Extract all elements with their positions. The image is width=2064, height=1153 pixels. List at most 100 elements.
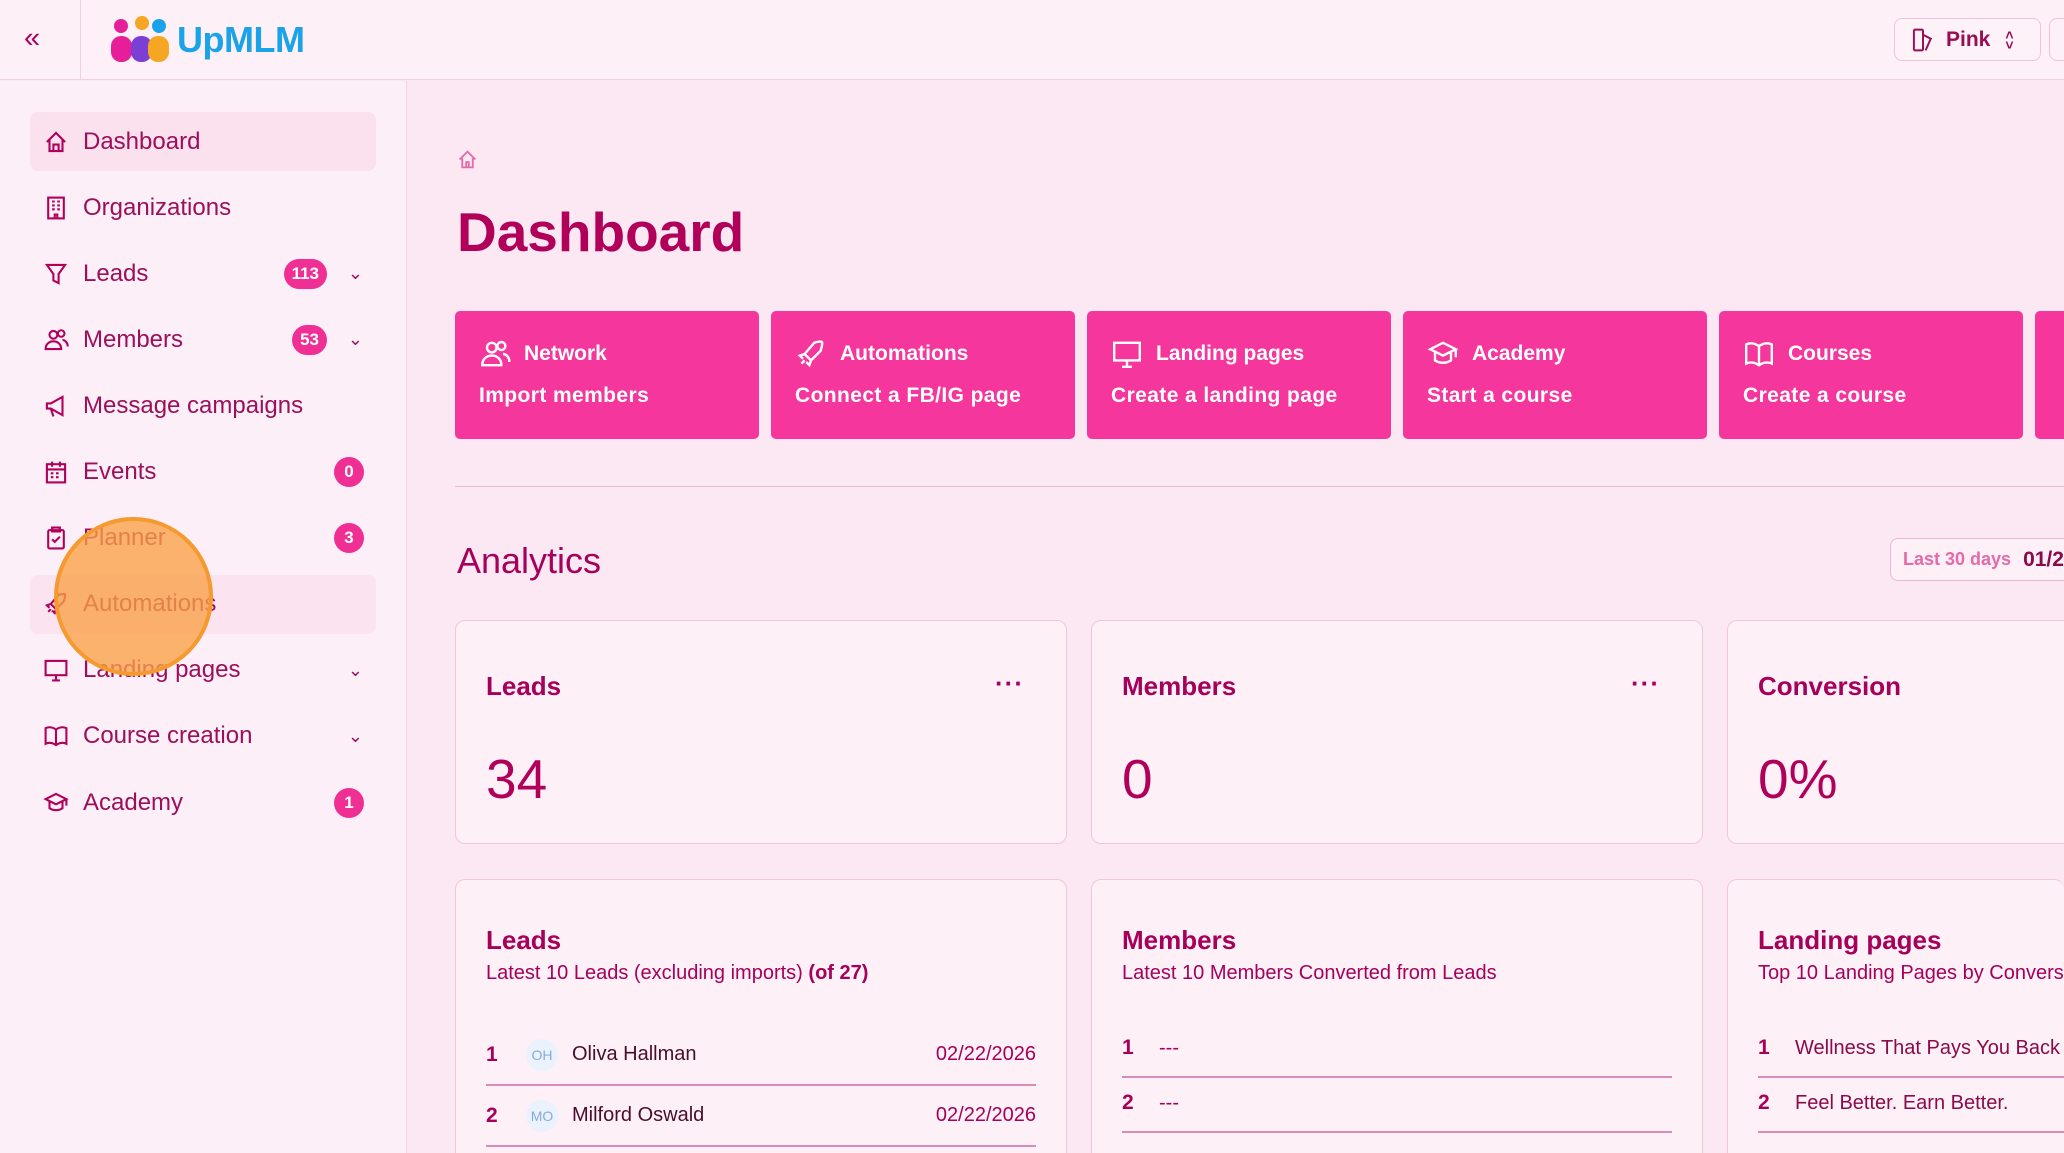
quick-action-title: Courses [1788, 342, 1872, 366]
rank: 1 [1758, 1036, 1795, 1060]
quick-action-subtitle: Connect a FB/IG page [795, 384, 1051, 408]
more-options-icon[interactable]: ··· [1631, 668, 1660, 699]
book-icon [1743, 338, 1775, 370]
theme-label: Pink [1946, 28, 1990, 52]
monitor-icon [43, 657, 69, 683]
quick-action-more[interactable] [2035, 311, 2064, 439]
chevron-down-icon[interactable]: ⌄ [348, 660, 363, 681]
funnel-icon [43, 261, 69, 287]
sidebar-item-leads[interactable]: Leads 113 ⌄ [30, 244, 376, 303]
rank: 2 [1122, 1091, 1159, 1115]
sidebar-item-label: Course creation [83, 722, 252, 750]
stat-card-members: Members ··· 0 [1091, 620, 1703, 844]
date-range-picker[interactable]: Last 30 days 01/2 [1890, 538, 2064, 581]
more-options-icon[interactable]: ··· [995, 668, 1024, 699]
theme-select[interactable]: Pink ˄˅ [1894, 18, 2041, 61]
quick-action-title: Academy [1472, 342, 1565, 366]
quick-action-academy[interactable]: Academy Start a course [1403, 311, 1707, 439]
divider [455, 486, 2064, 487]
chevron-down-icon[interactable]: ⌄ [348, 726, 363, 747]
stat-title: Leads [486, 671, 561, 702]
sidebar-item-events[interactable]: Events 0 [30, 443, 376, 502]
rank: 2 [1758, 1091, 1795, 1115]
lead-name: Oliva Hallman [572, 1043, 936, 1066]
list-item[interactable]: 1 OH Oliva Hallman 02/22/2026 [486, 1025, 1036, 1086]
quick-action-title: Automations [840, 342, 968, 366]
updown-chevron-icon: ˄˅ [2005, 30, 2013, 50]
app: « UpMLM Pink ˄˅ Dashboard Organizations [0, 0, 2064, 1153]
count-badge: 53 [292, 325, 327, 355]
lead-name: Milford Oswald [572, 1104, 936, 1127]
card-title: Landing pages [1758, 925, 1941, 956]
quick-action-automations[interactable]: Automations Connect a FB/IG page [771, 311, 1075, 439]
avatar: MO [526, 1100, 558, 1132]
sidebar-item-members[interactable]: Members 53 ⌄ [30, 310, 376, 369]
clipboard-icon [43, 525, 69, 551]
sidebar-item-label: Dashboard [83, 128, 200, 156]
lead-date: 02/22/2026 [936, 1043, 1036, 1066]
book-icon [43, 723, 69, 749]
chevron-down-icon[interactable]: ⌄ [348, 329, 363, 350]
list-item[interactable]: 1 Wellness That Pays You Back [1758, 1020, 2064, 1078]
logo[interactable]: UpMLM [111, 16, 304, 63]
quick-action-network[interactable]: Network Import members [455, 311, 759, 439]
calendar-icon [43, 459, 69, 485]
count-badge: 113 [284, 259, 327, 289]
quick-action-courses[interactable]: Courses Create a course [1719, 311, 2023, 439]
stat-card-conversion: Conversion 0% [1727, 620, 2064, 844]
sidebar-item-label: Leads [83, 260, 148, 288]
page-title: Dashboard [457, 200, 744, 264]
sidebar-item-label: Academy [83, 789, 183, 817]
collapse-sidebar-button[interactable]: « [24, 24, 40, 53]
rocket-icon [795, 338, 827, 370]
calendar-icon [43, 459, 69, 485]
funnel-icon [43, 261, 69, 287]
megaphone-icon [43, 393, 69, 419]
sidebar-item-dashboard[interactable]: Dashboard [30, 112, 376, 171]
home-icon [43, 129, 69, 155]
list-item: 1 --- [1122, 1020, 1672, 1078]
sidebar-item-label: Message campaigns [83, 392, 303, 420]
card-subtitle: Top 10 Landing Pages by Conversions [1758, 962, 2064, 985]
stat-card-leads: Leads ··· 34 [455, 620, 1067, 844]
logo-mark-icon [111, 16, 169, 63]
stat-value: 0% [1758, 747, 1838, 811]
landing-page-name: Wellness That Pays You Back [1795, 1037, 2060, 1060]
users-icon [43, 327, 69, 353]
stat-title: Members [1122, 671, 1236, 702]
lead-count: (of 27) [808, 962, 868, 984]
rocket-icon [795, 338, 827, 370]
logo-text: UpMLM [177, 19, 304, 61]
sidebar-item-label: Organizations [83, 194, 231, 222]
sidebar-item-label: Members [83, 326, 183, 354]
breadcrumb-home-icon[interactable] [457, 149, 478, 170]
sidebar-item-course-creation[interactable]: Course creation ⌄ [30, 707, 376, 766]
monitor-icon [1111, 338, 1143, 370]
member-name: --- [1159, 1092, 1179, 1115]
quick-action-subtitle: Create a landing page [1111, 384, 1367, 408]
count-badge: 1 [334, 788, 364, 818]
header-button[interactable] [2049, 18, 2064, 61]
sidebar-item-organizations[interactable]: Organizations [30, 178, 376, 237]
quick-action-landing-pages[interactable]: Landing pages Create a landing page [1087, 311, 1391, 439]
sidebar-item-academy[interactable]: Academy 1 [30, 773, 376, 832]
list-item[interactable]: 2 MO Milford Oswald 02/22/2026 [486, 1086, 1036, 1147]
graduation-cap-icon [43, 790, 69, 816]
card-title: Members [1122, 925, 1236, 956]
lead-date: 02/22/2026 [936, 1104, 1036, 1127]
stat-value: 0 [1122, 747, 1153, 811]
divider [80, 0, 81, 80]
sidebar-item-message-campaigns[interactable]: Message campaigns [30, 376, 376, 435]
megaphone-icon [43, 393, 69, 419]
rank: 1 [1122, 1036, 1159, 1060]
book-icon [43, 723, 69, 749]
stat-value: 34 [486, 747, 547, 811]
chevron-down-icon[interactable]: ⌄ [348, 263, 363, 284]
sidebar-item-label: Events [83, 458, 156, 486]
count-badge: 0 [334, 457, 364, 487]
graduation-cap-icon [1427, 338, 1459, 370]
cursor-highlight [54, 517, 213, 676]
list-item[interactable]: 2 Feel Better. Earn Better. [1758, 1075, 2064, 1133]
leads-list-card: Leads Latest 10 Leads (excluding imports… [455, 879, 1067, 1153]
card-title: Leads [486, 925, 561, 956]
